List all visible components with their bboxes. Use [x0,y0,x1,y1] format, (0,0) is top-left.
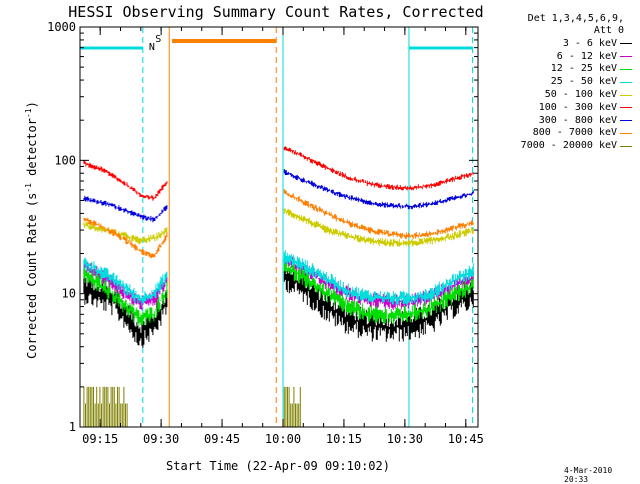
legend-entry: 300 - 800 keV [480,114,632,127]
legend: Det 1,3,4,5,6,9, Att 0 3 - 6 keV 6 - 12 k… [480,13,632,152]
series-line [283,146,474,191]
legend-label: 6 - 12 keV [556,50,617,62]
series-line [83,160,168,201]
legend-swatch [620,120,632,122]
series-line [83,267,168,327]
series-line [83,277,168,348]
legend-label: 300 - 800 keV [538,114,617,126]
plot-frame [79,26,479,428]
legend-entry: 50 - 100 keV [480,88,632,101]
legend-swatch [620,132,632,134]
legend-entry: 25 - 50 keV [480,75,632,88]
x-tick-label: 10:00 [265,432,301,446]
series-line [283,189,474,240]
legend-label: 25 - 50 keV [550,76,617,88]
series-line [283,208,474,247]
series-line [283,260,474,325]
legend-entry: 100 - 300 keV [480,101,632,114]
legend-label: 100 - 300 keV [538,101,617,113]
legend-entry: 800 - 7000 keV [480,127,632,140]
legend-label: 800 - 7000 keV [532,127,617,139]
x-tick-label: 10:15 [326,432,362,446]
legend-entry: 7000 - 20000 keV [480,139,632,152]
legend-swatch [620,81,632,83]
legend-swatch [620,43,632,45]
legend-entry: 3 - 6 keV [480,37,632,50]
saa-label: S [155,34,161,45]
x-tick-label: 09:30 [143,432,179,446]
legend-entry: 6 - 12 keV [480,50,632,63]
series-line [283,169,474,210]
series-line [283,250,474,306]
series-line [83,217,168,259]
legend-swatch [620,145,632,147]
series-line [83,195,168,223]
legend-entry: 12 - 25 keV [480,63,632,76]
legend-swatch [620,68,632,70]
legend-swatch [620,56,632,58]
night-label: N [149,42,155,53]
legend-label: 50 - 100 keV [544,89,617,101]
x-axis-label: Start Time (22-Apr-09 09:10:02) [166,459,390,473]
y-tick-label: 1 [69,420,76,434]
chart-title: HESSI Observing Summary Count Rates, Cor… [68,3,483,21]
series-line [83,257,168,306]
legend-label: 3 - 6 keV [562,37,617,49]
y-tick-label: 1000 [47,20,76,34]
y-axis-label: Corrected Count Rate (s-1 detector-1) [24,101,39,359]
y-tick-label: 10 [62,287,76,301]
x-tick-label: 10:30 [387,432,423,446]
legend-label: 12 - 25 keV [550,63,617,75]
legend-swatch [620,107,632,109]
x-tick-label: 10:45 [448,432,484,446]
legend-header-line1: Det 1,3,4,5,6,9, [527,13,624,24]
legend-label: 7000 - 20000 keV [520,140,617,152]
series-line [83,386,301,427]
legend-header-line2: Att 0 [593,25,624,36]
legend-swatch [620,94,632,96]
x-tick-label: 09:45 [204,432,240,446]
x-tick-label: 09:15 [82,432,118,446]
time-stamp: 4-Mar-2010 20:33 [564,466,613,484]
y-tick-label: 100 [54,153,76,167]
